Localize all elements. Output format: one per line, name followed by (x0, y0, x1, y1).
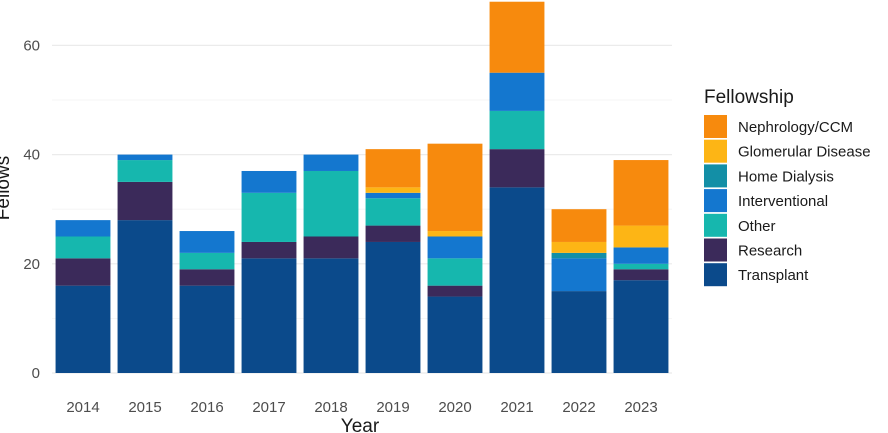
bar-2020-glomerular-disease (427, 231, 483, 237)
bar-2018-interventional (303, 154, 359, 171)
bar-2016-other (179, 252, 235, 270)
y-axis-title: Fellows (0, 156, 14, 220)
legend-label: Other (738, 218, 776, 235)
bar-2018-transplant (303, 258, 359, 373)
bar-2015-other (117, 160, 173, 182)
bar-2016-research (179, 269, 235, 286)
bar-2015-interventional (117, 154, 173, 161)
legend-label: Interventional (738, 193, 828, 210)
y-tick-label: 0 (32, 365, 40, 382)
bar-2019-other (365, 198, 421, 226)
x-tick-label: 2017 (252, 399, 285, 416)
bar-2022-glomerular-disease (551, 241, 607, 253)
bar-2021-research (489, 149, 545, 188)
bar-2022-transplant (551, 291, 607, 373)
legend-label: Glomerular Disease (738, 144, 871, 161)
x-tick-label: 2022 (562, 399, 595, 416)
bar-2023-glomerular-disease (613, 225, 669, 248)
bar-2020-interventional (427, 236, 483, 259)
bar-2023-nephrology-ccm (613, 160, 669, 226)
bar-2021-transplant (489, 187, 545, 373)
bar-2021-nephrology-ccm (489, 1, 545, 73)
bar-2019-transplant (365, 241, 421, 373)
bar-2018-other (303, 170, 359, 237)
bar-2020-transplant (427, 296, 483, 373)
bar-2020-other (427, 258, 483, 286)
bar-2014-interventional (55, 220, 111, 237)
x-tick-label: 2020 (438, 399, 471, 416)
legend-swatch (704, 238, 727, 262)
bar-2014-transplant (55, 285, 111, 373)
bar-2014-other (55, 236, 111, 259)
bar-2022-interventional (551, 258, 607, 292)
legend-swatch (704, 263, 727, 287)
x-tick-label: 2023 (624, 399, 657, 416)
bar-2020-research (427, 285, 483, 297)
bar-2019-glomerular-disease (365, 187, 421, 193)
bar-2021-other (489, 110, 545, 150)
bar-2021-interventional (489, 72, 545, 111)
x-tick-label: 2016 (190, 399, 223, 416)
bar-2023-research (613, 269, 669, 281)
bar-2017-other (241, 192, 297, 242)
y-tick-label: 40 (23, 147, 40, 164)
x-tick-label: 2019 (376, 399, 409, 416)
x-tick-label: 2015 (128, 399, 161, 416)
legend-label: Nephrology/CCM (738, 119, 853, 136)
bars (55, 1, 669, 373)
bar-2017-interventional (241, 170, 297, 193)
bar-2018-research (303, 236, 359, 259)
x-tick-labels: 2014 2015 2016 2017 2018 2019 2020 2021 2022 2023 (66, 399, 657, 416)
legend-label: Home Dialysis (738, 168, 834, 185)
legend-items: Nephrology/CCM Glomerular Disease Home Dia… (704, 115, 871, 287)
legend-label: Transplant (738, 267, 809, 284)
bar-2019-research (365, 225, 421, 242)
bar-2023-transplant (613, 280, 669, 373)
y-tick-labels: 0 20 40 60 (23, 37, 40, 382)
y-tick-label: 20 (23, 256, 40, 273)
bar-2016-transplant (179, 285, 235, 373)
bar-2017-transplant (241, 258, 297, 373)
x-tick-label: 2021 (500, 399, 533, 416)
bar-2023-interventional (613, 247, 669, 264)
legend-title: Fellowship (704, 87, 794, 108)
x-tick-label: 2014 (66, 399, 99, 416)
bar-2023-other (613, 263, 669, 270)
bar-2019-nephrology-ccm (365, 149, 421, 188)
x-tick-label: 2018 (314, 399, 347, 416)
legend-swatch (704, 139, 727, 163)
legend-swatch (704, 189, 727, 213)
bar-2015-research (117, 181, 173, 221)
bar-2019-interventional (365, 192, 421, 199)
legend-swatch (704, 164, 727, 188)
bar-2014-research (55, 258, 111, 286)
bar-2022-nephrology-ccm (551, 209, 607, 242)
y-tick-label: 60 (23, 37, 40, 54)
legend-label: Research (738, 243, 802, 260)
x-axis-title: Year (341, 416, 380, 433)
legend-swatch (704, 115, 727, 138)
bar-2016-interventional (179, 231, 235, 253)
bar-2020-nephrology-ccm (427, 143, 483, 232)
legend-swatch (704, 213, 727, 237)
legend: Fellowship Nephrology/CCM Glomerular Dise… (704, 87, 871, 287)
bar-2015-transplant (117, 220, 173, 373)
bar-2017-research (241, 241, 297, 259)
bar-2022-home-dialysis (551, 252, 607, 259)
